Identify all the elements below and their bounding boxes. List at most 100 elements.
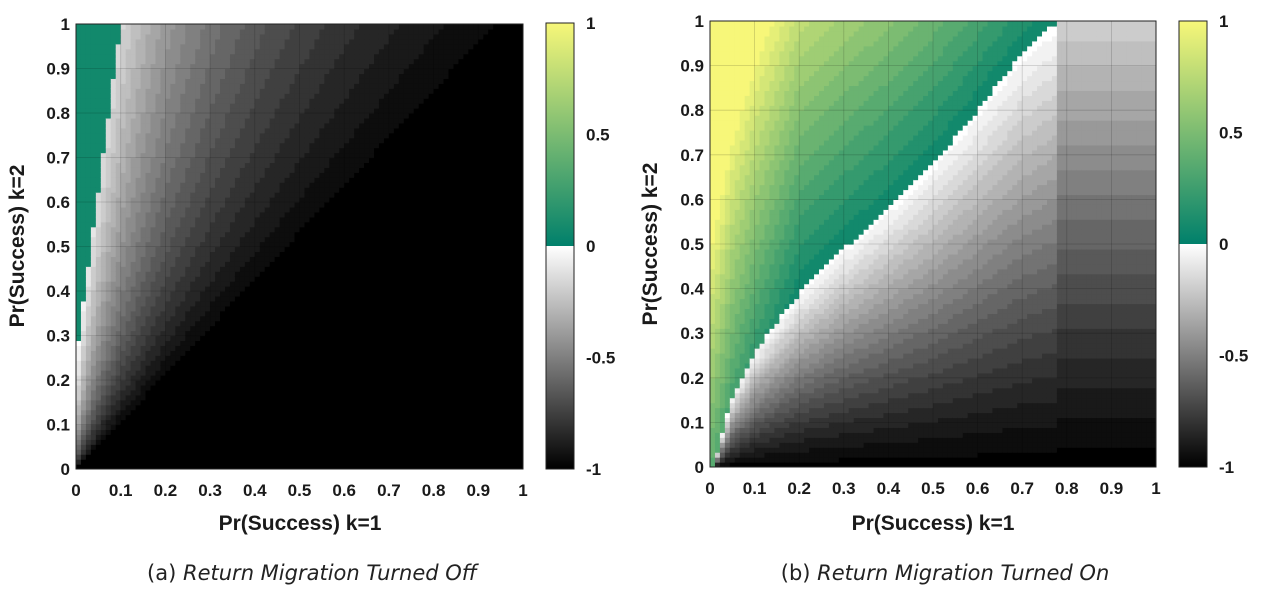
heatmap-cell	[175, 295, 181, 302]
heatmap-cell	[284, 454, 291, 460]
heatmap-cell	[110, 33, 117, 40]
heatmap-cell	[254, 197, 261, 203]
heatmap-cell	[344, 241, 350, 248]
heatmap-cell	[115, 399, 122, 406]
heatmap-cell	[349, 266, 355, 272]
heatmap-cell	[120, 162, 127, 168]
heatmap-cell	[76, 103, 82, 109]
heatmap-cell	[314, 157, 320, 164]
heatmap-cell	[304, 236, 311, 243]
heatmap-cell	[334, 202, 340, 208]
heatmap-cell	[190, 197, 196, 203]
heatmap-cell	[105, 340, 112, 346]
heatmap-cell	[135, 172, 142, 178]
heatmap-cell	[279, 172, 286, 178]
heatmap-cell	[239, 300, 246, 307]
heatmap-cell	[185, 394, 191, 401]
heatmap-cell	[215, 459, 221, 465]
heatmap-cell	[110, 350, 117, 356]
heatmap-cell	[76, 177, 82, 183]
heatmap-cell	[254, 330, 261, 337]
heatmap-cell	[80, 251, 87, 257]
heatmap-cell	[274, 172, 281, 178]
heatmap-cell	[254, 43, 261, 50]
heatmap-cell	[105, 399, 112, 406]
heatmap-cell	[200, 38, 206, 45]
heatmap-cell	[284, 325, 291, 332]
heatmap-cell	[244, 108, 251, 114]
heatmap-cell	[175, 167, 181, 173]
heatmap-cell	[274, 108, 281, 114]
heatmap-cell	[334, 365, 340, 371]
heatmap-cell	[125, 216, 132, 223]
heatmap-cell	[339, 360, 345, 366]
heatmap-cell	[264, 53, 271, 60]
heatmap-cell	[160, 286, 166, 292]
heatmap-cell	[85, 88, 92, 94]
heatmap-cell	[160, 305, 166, 312]
heatmap-cell	[85, 389, 92, 396]
heatmap-cell	[190, 449, 196, 455]
heatmap-cell	[160, 167, 166, 173]
heatmap-cell	[150, 424, 157, 431]
heatmap-cell	[175, 68, 181, 75]
heatmap-cell	[344, 370, 350, 376]
heatmap-cell	[125, 43, 132, 50]
heatmap-cell	[90, 113, 97, 119]
heatmap-cell	[344, 409, 350, 416]
heatmap-cell	[115, 291, 122, 297]
heatmap-cell	[289, 192, 296, 198]
heatmap-cell	[140, 122, 147, 129]
heatmap-cell	[120, 147, 127, 154]
heatmap-cell	[264, 98, 271, 104]
heatmap-cell	[115, 177, 122, 183]
heatmap-cell	[244, 429, 251, 435]
heatmap-cell	[234, 202, 241, 208]
heatmap-cell	[239, 206, 246, 213]
heatmap-cell	[215, 305, 221, 312]
heatmap-cell	[90, 434, 97, 440]
heatmap-cell	[344, 459, 350, 465]
heatmap-cell	[185, 117, 191, 124]
heatmap-cell	[110, 157, 117, 164]
heatmap-cell	[304, 206, 311, 213]
heatmap-cell	[299, 389, 306, 396]
heatmap-cell	[269, 58, 276, 65]
heatmap-cell	[254, 152, 261, 159]
heatmap-cell	[95, 108, 102, 114]
heatmap-cell	[289, 231, 296, 238]
heatmap-cell	[155, 152, 162, 159]
heatmap-cell	[314, 33, 320, 40]
heatmap-cell	[220, 162, 226, 168]
heatmap-cell	[349, 464, 355, 469]
heatmap-cell	[319, 439, 325, 445]
heatmap-cell	[225, 177, 231, 183]
heatmap-cell	[229, 325, 236, 332]
heatmap-cell	[269, 28, 276, 35]
heatmap-cell	[180, 236, 186, 243]
heatmap-cell	[195, 300, 201, 307]
heatmap-cell	[120, 340, 127, 346]
heatmap-cell	[329, 162, 335, 168]
heatmap-cell	[145, 266, 152, 272]
heatmap-cell	[215, 157, 221, 164]
heatmap-cell	[269, 48, 276, 55]
heatmap-cell	[180, 53, 186, 60]
heatmap-cell	[115, 93, 122, 99]
heatmap-cell	[234, 325, 241, 332]
heatmap-cell	[274, 360, 281, 366]
heatmap-cell	[215, 93, 221, 99]
heatmap-cell	[90, 399, 97, 406]
heatmap-cell	[170, 291, 176, 297]
heatmap-cell	[145, 315, 152, 322]
heatmap-cell	[155, 449, 162, 455]
heatmap-cell	[175, 88, 181, 94]
heatmap-cell	[190, 157, 196, 164]
heatmap-cell	[205, 424, 211, 431]
heatmap-cell	[170, 310, 176, 317]
heatmap-cell	[269, 305, 276, 312]
heatmap-cell	[200, 231, 206, 238]
heatmap-cell	[150, 434, 157, 440]
heatmap-cell	[205, 300, 211, 307]
heatmap-cell	[234, 434, 241, 440]
